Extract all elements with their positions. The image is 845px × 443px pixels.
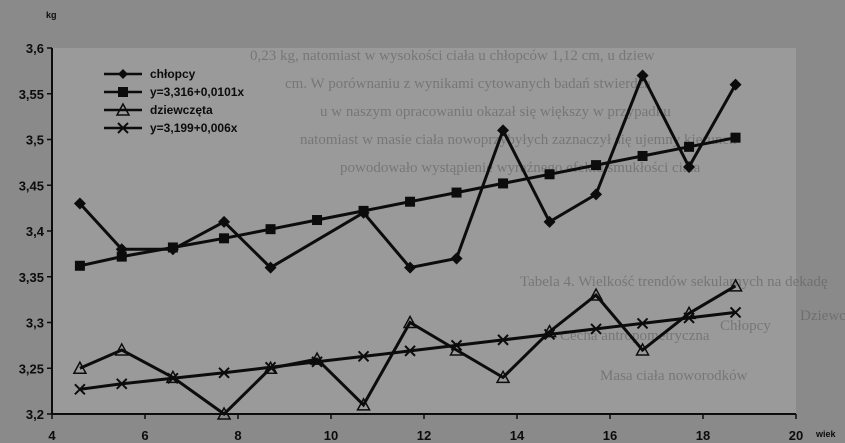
y-tick-label: 3,4 [26,224,45,239]
bleed-text-line: Tabela 4. Wielkość trendów sekularnych n… [520,274,828,290]
x-tick-label: 14 [510,428,525,443]
data-point [638,151,648,161]
y-tick-label: 3,55 [19,87,44,102]
x-tick-label: 16 [603,428,617,443]
data-point [684,142,694,152]
legend-label: y=3,199+0,006x [150,121,238,135]
data-point [731,133,741,143]
bleed-text-line: Chłopcy [720,318,771,334]
y-tick-label: 3,5 [26,133,44,148]
x-tick-label: 10 [324,428,338,443]
data-point [168,242,178,252]
x-axis-title: wiek [815,429,837,439]
x-tick-label: 8 [234,428,241,443]
data-point [219,233,229,243]
y-axis-title: kg [46,10,57,20]
x-tick-label: 18 [696,428,710,443]
y-tick-label: 3,2 [26,407,44,422]
data-point [498,178,508,188]
bleed-text-line: cm. W porównaniu z wynikami cytowanych b… [285,76,651,92]
y-tick-label: 3,6 [26,41,44,56]
x-tick-label: 12 [417,428,431,443]
y-tick-label: 3,25 [19,361,44,376]
legend-item: y=3,316+0,0101x [104,85,244,99]
data-point [312,215,322,225]
x-tick-label: 20 [789,428,803,443]
data-point [545,169,555,179]
x-tick-label: 6 [141,428,148,443]
y-tick-label: 3,35 [19,270,44,285]
data-point [359,206,369,216]
legend-marker [118,87,128,97]
data-point [75,261,85,271]
legend-label: dziewczęta [150,103,213,117]
bleed-text-line: 0,23 kg, natomiast w wysokości ciała u c… [250,48,655,64]
data-point [452,188,462,198]
bleed-text-line: u w naszym opracowaniu okazał się większ… [320,104,671,120]
y-tick-label: 3,3 [26,316,44,331]
y-tick-label: 3,45 [19,178,44,193]
data-point [117,252,127,262]
legend-label: y=3,316+0,0101x [150,85,244,99]
bleed-text-line: Masa ciała noworodków [600,368,748,384]
x-tick-label: 4 [48,428,56,443]
legend-label: chłopcy [150,67,196,81]
bleed-text-line: Dziewczęta [800,308,845,324]
data-point [266,224,276,234]
data-point [591,160,601,170]
data-point [405,197,415,207]
